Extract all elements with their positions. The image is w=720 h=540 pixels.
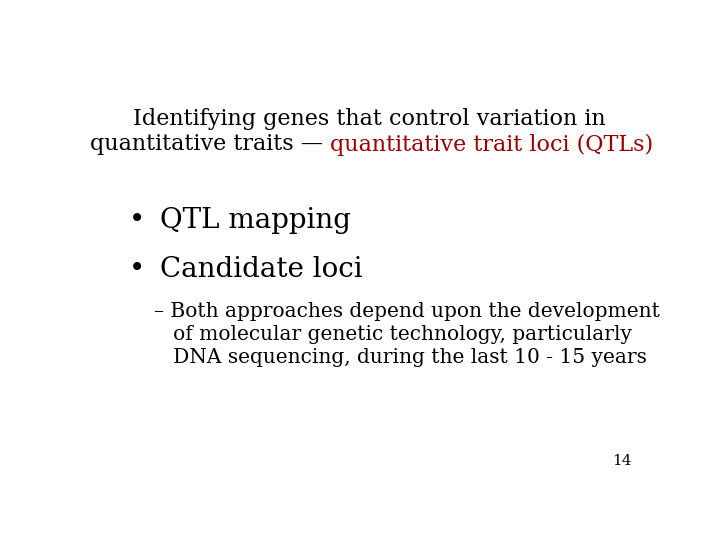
Text: – Both approaches depend upon the development: – Both approaches depend upon the develo… <box>154 302 660 321</box>
Text: 14: 14 <box>612 454 631 468</box>
Text: •: • <box>129 256 145 283</box>
Text: •: • <box>129 207 145 234</box>
Text: quantitative trait loci (QTLs): quantitative trait loci (QTLs) <box>330 133 653 156</box>
Text: QTL mapping: QTL mapping <box>160 207 351 234</box>
Text: Candidate loci: Candidate loci <box>160 256 362 283</box>
Text: DNA sequencing, during the last 10 - 15 years: DNA sequencing, during the last 10 - 15 … <box>154 348 647 367</box>
Text: of molecular genetic technology, particularly: of molecular genetic technology, particu… <box>154 325 632 343</box>
Text: Identifying genes that control variation in: Identifying genes that control variation… <box>132 109 606 131</box>
Text: quantitative traits —: quantitative traits — <box>90 133 330 156</box>
